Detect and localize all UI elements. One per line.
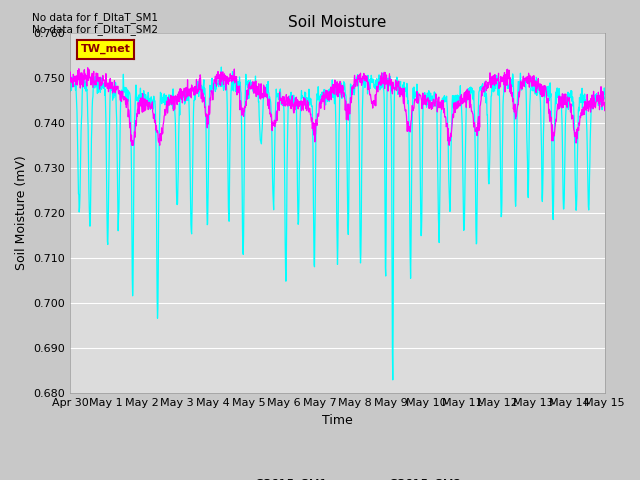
Text: No data for f_DltaT_SM2: No data for f_DltaT_SM2 xyxy=(32,24,158,35)
Y-axis label: Soil Moisture (mV): Soil Moisture (mV) xyxy=(15,156,28,270)
Text: TW_met: TW_met xyxy=(81,44,131,55)
Text: No data for f_DltaT_SM1: No data for f_DltaT_SM1 xyxy=(32,12,158,23)
X-axis label: Time: Time xyxy=(322,414,353,427)
Title: Soil Moisture: Soil Moisture xyxy=(288,15,387,30)
Legend: CS615_SM1, CS615_SM2: CS615_SM1, CS615_SM2 xyxy=(209,472,467,480)
